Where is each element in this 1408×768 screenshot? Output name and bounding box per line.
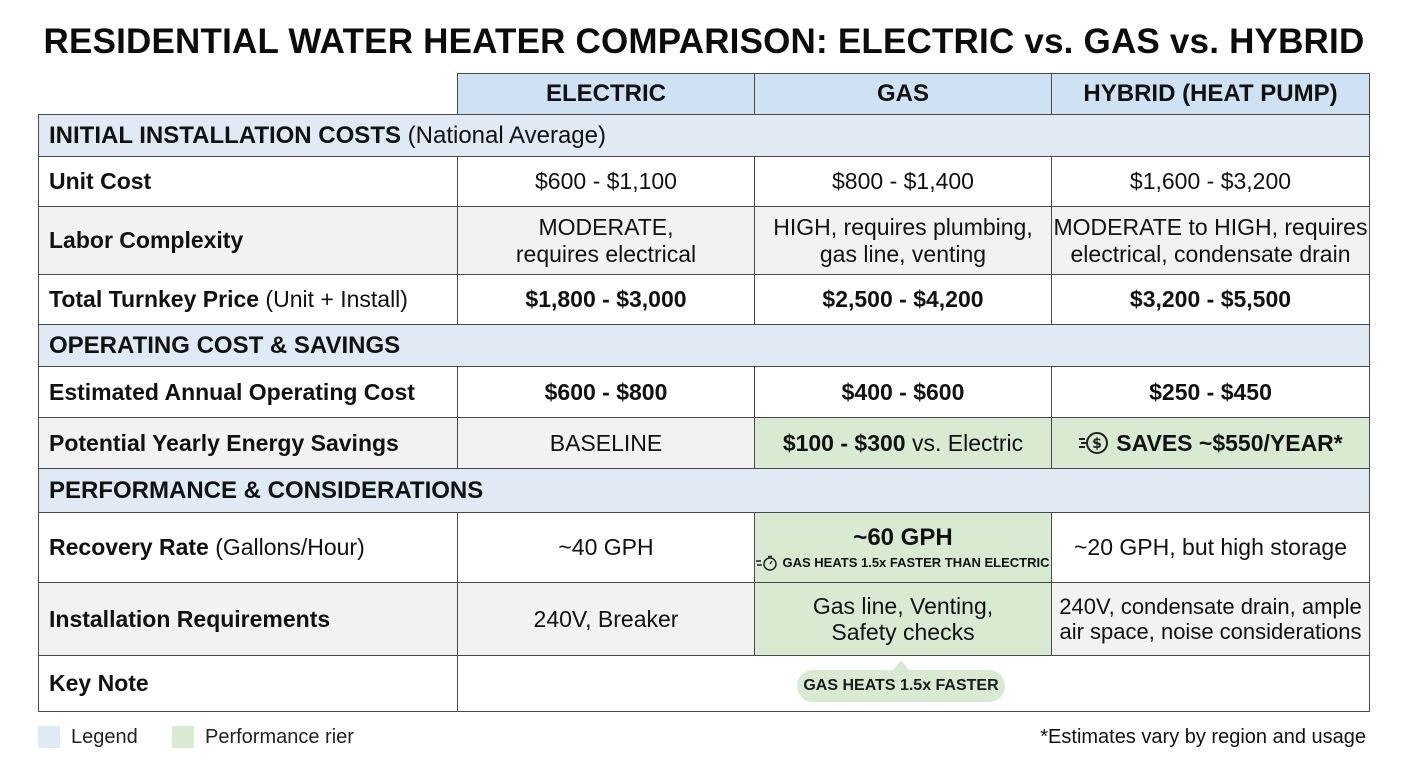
requirements-electric: 240V, Breaker (457, 582, 755, 656)
column-header-hybrid: HYBRID (HEAT PUMP) (1051, 73, 1370, 115)
savings-gas: $100 - $300 vs. Electric (754, 417, 1052, 469)
key-note-badge: GAS HEATS 1.5x FASTER (797, 670, 1005, 702)
recovery-label-suffix: (Gallons/Hour) (208, 534, 365, 561)
unit-cost-hybrid: $1,600 - $3,200 (1051, 156, 1370, 207)
labor-hybrid-line1: MODERATE to HIGH, requires (1053, 214, 1368, 241)
row-label-recovery: Recovery Rate (Gallons/Hour) (38, 512, 458, 583)
requirements-hybrid: 240V, condensate drain, ample air space,… (1051, 582, 1370, 656)
footnote: *Estimates vary by region and usage (1040, 726, 1366, 748)
unit-cost-electric: $600 - $1,100 (457, 156, 755, 207)
labor-electric-line2: requires electrical (515, 240, 697, 267)
column-header-electric: ELECTRIC (457, 73, 755, 115)
legend-swatch-green (172, 726, 194, 748)
recovery-gas: ~60 GPH GAS HEATS 1.5x FASTER THAN ELECT… (754, 512, 1052, 583)
annual-cost-hybrid: $250 - $450 (1051, 366, 1370, 418)
savings-gas-amount: $100 - $300 (782, 429, 906, 456)
row-label-turnkey: Total Turnkey Price (Unit + Install) (38, 274, 458, 325)
page-title: RESIDENTIAL WATER HEATER COMPARISON: ELE… (43, 22, 1365, 61)
section-installation: INITIAL INSTALLATION COSTS (National Ave… (38, 114, 1370, 157)
legend-swatch-blue (38, 726, 60, 748)
labor-gas: HIGH, requires plumbing, gas line, venti… (754, 206, 1052, 275)
column-header-gas: GAS (754, 73, 1052, 115)
svg-text:$: $ (1092, 436, 1102, 452)
labor-gas-line1: HIGH, requires plumbing, (773, 214, 1033, 241)
row-label-requirements: Installation Requirements (38, 582, 458, 656)
turnkey-electric: $1,800 - $3,000 (457, 274, 755, 325)
stopwatch-icon (756, 555, 778, 572)
unit-cost-gas: $800 - $1,400 (754, 156, 1052, 207)
legend-label-2: Performance rier (205, 726, 354, 748)
legend-label-1: Legend (71, 726, 138, 748)
dollar-coin-icon: $ (1078, 430, 1110, 456)
row-label-unit-cost: Unit Cost (38, 156, 458, 207)
recovery-gas-note-text: GAS HEATS 1.5x FASTER THAN ELECTRIC (782, 554, 1050, 570)
annual-cost-gas: $400 - $600 (754, 366, 1052, 418)
labor-hybrid-line2: electrical, condensate drain (1070, 240, 1351, 267)
row-label-savings: Potential Yearly Energy Savings (38, 417, 458, 469)
row-label-annual-cost: Estimated Annual Operating Cost (38, 366, 458, 418)
section-installation-title: INITIAL INSTALLATION COSTS (49, 121, 401, 149)
savings-hybrid: $ SAVES ~$550/YEAR* (1051, 417, 1370, 469)
labor-electric: MODERATE, requires electrical (457, 206, 755, 275)
recovery-gas-note: GAS HEATS 1.5x FASTER THAN ELECTRIC (756, 554, 1050, 572)
recovery-hybrid: ~20 GPH, but high storage (1051, 512, 1370, 583)
savings-hybrid-text: SAVES ~$550/YEAR* (1116, 429, 1343, 456)
annual-cost-electric: $600 - $800 (457, 366, 755, 418)
turnkey-label-suffix: (Unit + Install) (259, 286, 408, 313)
badge-pointer (892, 660, 910, 671)
labor-electric-line1: MODERATE, (538, 214, 674, 241)
section-operating: OPERATING COST & SAVINGS (38, 324, 1370, 367)
savings-electric: BASELINE (457, 417, 755, 469)
requirements-gas-line2: Safety checks (831, 619, 975, 645)
turnkey-gas: $2,500 - $4,200 (754, 274, 1052, 325)
row-label-labor: Labor Complexity (38, 206, 458, 275)
requirements-gas-line1: Gas line, Venting, (812, 592, 994, 619)
labor-gas-line2: gas line, venting (819, 240, 987, 267)
savings-gas-rest: vs. Electric (905, 429, 1024, 456)
recovery-label: Recovery Rate (49, 534, 209, 561)
recovery-electric: ~40 GPH (457, 512, 755, 583)
turnkey-hybrid: $3,200 - $5,500 (1051, 274, 1370, 325)
section-performance: PERFORMANCE & CONSIDERATIONS (38, 468, 1370, 513)
labor-hybrid: MODERATE to HIGH, requires electrical, c… (1051, 206, 1370, 275)
recovery-gas-value: ~60 GPH (853, 523, 953, 551)
turnkey-label: Total Turnkey Price (49, 286, 260, 313)
section-installation-suffix: (National Average) (400, 121, 606, 149)
requirements-hybrid-line1: 240V, condensate drain, ample (1059, 593, 1362, 619)
requirements-hybrid-line2: air space, noise considerations (1059, 619, 1362, 644)
row-label-key-note: Key Note (38, 655, 458, 712)
requirements-gas: Gas line, Venting, Safety checks (754, 582, 1052, 656)
